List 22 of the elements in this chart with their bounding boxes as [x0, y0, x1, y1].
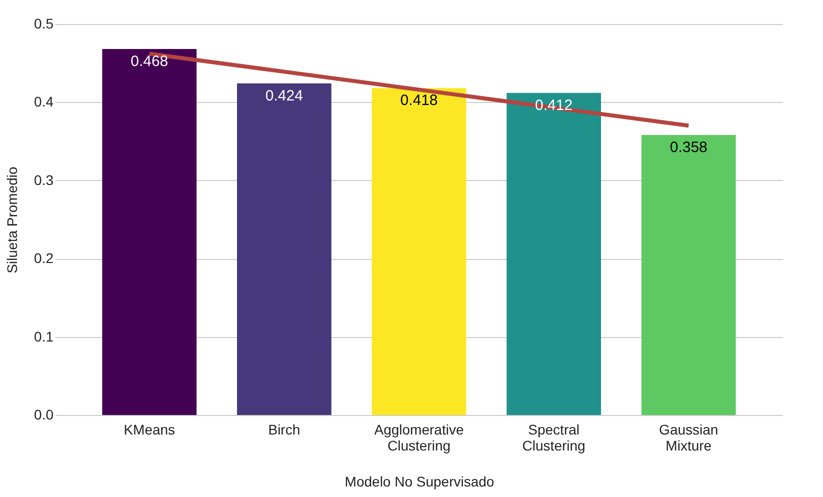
- x-tick-label: Spectral Clustering: [522, 422, 586, 454]
- data-label: 0.358: [670, 139, 708, 156]
- y-tick-label: 0.5: [34, 16, 54, 32]
- bar: [237, 83, 332, 415]
- y-tick-label: 0.3: [34, 172, 54, 188]
- data-label: 0.418: [400, 92, 438, 110]
- data-label: 0.424: [265, 87, 303, 104]
- x-axis-title: Modelo No Supervisado: [344, 474, 494, 490]
- x-tick-label: Gaussian Mixture: [659, 422, 718, 454]
- bar: [506, 92, 601, 415]
- x-tick-label: KMeans: [124, 422, 176, 438]
- bar: [102, 49, 197, 415]
- y-tick-label: 0.1: [34, 328, 54, 344]
- y-tick-label: 0.4: [34, 94, 54, 110]
- data-label: 0.468: [130, 53, 168, 70]
- bar: [372, 88, 466, 415]
- bar: [641, 135, 736, 415]
- y-tick-label: 0.0: [34, 406, 54, 422]
- x-tick-label: Agglomerative Clustering: [374, 422, 464, 454]
- x-tick-label: Birch: [268, 422, 300, 438]
- y-axis-title: Silueta Promedio: [4, 166, 20, 274]
- y-tick-label: 0.2: [34, 250, 54, 266]
